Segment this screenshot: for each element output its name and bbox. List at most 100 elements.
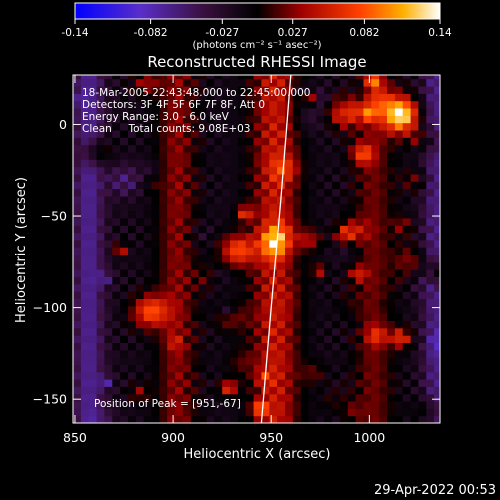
heatmap-cell — [402, 327, 412, 336]
heatmap-cell — [175, 108, 184, 116]
heatmap-cell — [222, 159, 231, 168]
heatmap-cell — [371, 210, 380, 219]
footer-timestamp: 29-Apr-2022 00:53 — [374, 483, 496, 498]
heatmap-cell — [402, 159, 412, 168]
heatmap-cell — [355, 166, 365, 175]
heatmap-cell — [394, 408, 404, 417]
heatmap-cell — [332, 137, 341, 146]
heatmap-cell — [175, 364, 184, 373]
heatmap-cell — [237, 379, 247, 387]
heatmap-cell — [198, 364, 208, 373]
heatmap-cell — [292, 217, 302, 226]
heatmap-cell — [88, 357, 98, 365]
heatmap-cell — [159, 173, 168, 182]
heatmap-cell — [292, 100, 302, 109]
heatmap-cell — [339, 181, 349, 190]
heatmap-cell — [167, 217, 176, 226]
heatmap-cell — [316, 386, 325, 395]
heatmap-cell — [418, 93, 427, 102]
heatmap-cell — [292, 364, 302, 373]
heatmap-cell — [387, 232, 396, 241]
heatmap-cell — [332, 342, 341, 351]
heatmap-cell — [230, 269, 239, 277]
heatmap-cell — [135, 408, 145, 417]
heatmap-cell — [292, 342, 302, 351]
heatmap-cell — [80, 327, 90, 336]
heatmap-cell — [175, 269, 184, 277]
heatmap-cell — [159, 115, 168, 124]
heatmap-cell — [120, 327, 129, 336]
heatmap-cell — [237, 151, 247, 160]
heatmap-cell — [418, 144, 427, 153]
heatmap-cell — [316, 371, 325, 380]
heatmap-cell — [285, 386, 294, 395]
heatmap-cell — [324, 108, 333, 116]
heatmap-cell — [292, 195, 302, 204]
heatmap-cell — [96, 217, 106, 226]
heatmap-cell — [112, 217, 121, 226]
heatmap-cell — [261, 188, 270, 197]
heatmap-cell — [151, 276, 160, 285]
heatmap-cell — [418, 305, 427, 314]
heatmap-cell — [88, 269, 98, 277]
heatmap-cell — [190, 313, 200, 321]
heatmap-cell — [253, 335, 263, 343]
heatmap-cell — [112, 313, 121, 321]
heatmap-cell — [339, 159, 349, 168]
heatmap-cell — [120, 408, 129, 417]
heatmap-cell — [371, 291, 380, 299]
heatmap-cell — [222, 122, 231, 131]
heatmap-cell — [402, 371, 412, 380]
colorbar-tick-label: -0.027 — [205, 27, 239, 39]
heatmap-cell — [394, 371, 404, 380]
heatmap-cell — [387, 415, 396, 423]
heatmap-cell — [73, 122, 82, 131]
heatmap-cell — [300, 408, 310, 417]
heatmap-cell — [324, 342, 333, 351]
heatmap-cell — [402, 86, 412, 94]
heatmap-cell — [214, 357, 223, 365]
heatmap-cell — [261, 320, 270, 329]
heatmap-cell — [316, 247, 325, 256]
heatmap-cell — [387, 217, 396, 226]
heatmap-cell — [167, 122, 176, 131]
heatmap-cell — [206, 166, 215, 175]
heatmap-cell — [214, 144, 223, 153]
heatmap-cell — [316, 261, 325, 270]
heatmap-cell — [198, 93, 208, 102]
heatmap-cell — [222, 217, 231, 226]
heatmap-cell — [426, 401, 435, 409]
x-tick-label: 950 — [259, 430, 283, 445]
heatmap-cell — [214, 195, 223, 204]
heatmap-cell — [285, 415, 294, 423]
heatmap-cell — [128, 203, 137, 212]
heatmap-cell — [120, 254, 129, 263]
heatmap-cell — [269, 254, 278, 263]
heatmap-cell — [355, 100, 365, 109]
heatmap-cell — [253, 247, 263, 256]
heatmap-cell — [371, 415, 380, 423]
heatmap-cell — [434, 371, 440, 380]
heatmap-cell — [316, 181, 325, 190]
heatmap-cell — [182, 195, 192, 204]
heatmap-cell — [277, 173, 286, 182]
heatmap-cell — [379, 357, 388, 365]
heatmap-cell — [222, 232, 231, 241]
heatmap-cell — [434, 100, 440, 109]
heatmap-cell — [379, 115, 388, 124]
heatmap-cell — [135, 386, 145, 395]
heatmap-cell — [182, 210, 192, 219]
heatmap-cell — [402, 305, 412, 314]
heatmap-cell — [182, 75, 192, 80]
heatmap-cell — [80, 195, 90, 204]
heatmap-cell — [190, 276, 200, 285]
heatmap-cell — [253, 122, 263, 131]
heatmap-cell — [324, 276, 333, 285]
heatmap-cell — [128, 115, 137, 124]
heatmap-cell — [230, 203, 239, 212]
heatmap-cell — [308, 364, 317, 373]
heatmap-cell — [363, 93, 372, 102]
heatmap-cell — [206, 283, 215, 292]
heatmap-cell — [418, 173, 427, 182]
heatmap-cell — [285, 144, 294, 153]
